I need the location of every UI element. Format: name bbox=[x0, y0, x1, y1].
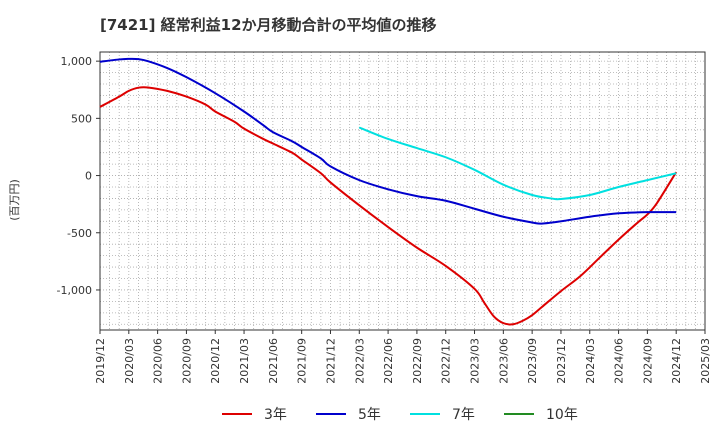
x-tick-label: 2023/12 bbox=[555, 338, 568, 384]
x-tick-label: 2023/03 bbox=[469, 338, 482, 384]
series-line-2 bbox=[99, 57, 677, 225]
x-tick-label: 2021/12 bbox=[324, 338, 337, 384]
x-tick-label: 2024/06 bbox=[613, 338, 626, 384]
series-line-1 bbox=[99, 86, 678, 326]
x-tick-label: 2020/09 bbox=[180, 338, 193, 384]
y-tick-labels: 1,000 500 0 -500 -1,000 bbox=[57, 55, 100, 297]
y-tick-label: 0 bbox=[85, 170, 92, 183]
grid-lines bbox=[99, 52, 706, 330]
x-tick-label: 2021/03 bbox=[238, 338, 251, 384]
series-line-3 bbox=[358, 126, 677, 201]
y-axis-label: (百万円) bbox=[8, 179, 21, 221]
x-tick-label: 2022/03 bbox=[353, 338, 366, 384]
plot-frame bbox=[99, 51, 706, 331]
x-tick-label: 2019/12 bbox=[94, 338, 107, 384]
x-tick-label: 2024/03 bbox=[584, 338, 597, 384]
x-tick-label: 2020/06 bbox=[152, 338, 165, 384]
y-tick-label: 1,000 bbox=[61, 55, 93, 68]
y-tick-label: -1,000 bbox=[57, 284, 92, 297]
x-tick-label: 2024/09 bbox=[641, 338, 654, 384]
x-tick-label: 2021/09 bbox=[296, 338, 309, 384]
x-tick-label: 2023/06 bbox=[497, 338, 510, 384]
legend-label-3: 7年 bbox=[452, 407, 475, 423]
legend-label-2: 5年 bbox=[358, 407, 381, 423]
x-tick-label: 2021/06 bbox=[267, 338, 280, 384]
legend-label-4: 10年 bbox=[546, 407, 578, 423]
x-tick-label: 2023/09 bbox=[526, 338, 539, 384]
x-tick-label: 2022/12 bbox=[440, 338, 453, 384]
x-tick-labels: 2019/12 2020/03 2020/06 2020/09 2020/12 2021/… bbox=[94, 330, 712, 384]
series-lines bbox=[99, 57, 678, 326]
x-tick-label: 2020/03 bbox=[123, 338, 136, 384]
legend: 3年 5年 7年 10年 bbox=[222, 407, 578, 423]
legend-label-1: 3年 bbox=[264, 407, 287, 423]
chart-title: [7421] 経常利益12か月移動合計の平均値の推移 bbox=[100, 16, 437, 34]
x-tick-label: 2022/06 bbox=[382, 338, 395, 384]
x-tick-label: 2025/03 bbox=[699, 338, 712, 384]
x-tick-label: 2024/12 bbox=[670, 338, 683, 384]
y-tick-label: 500 bbox=[71, 112, 92, 125]
x-tick-label: 2020/12 bbox=[209, 338, 222, 384]
y-tick-label: -500 bbox=[67, 227, 92, 240]
axes bbox=[99, 51, 706, 331]
x-tick-label: 2022/09 bbox=[411, 338, 424, 384]
